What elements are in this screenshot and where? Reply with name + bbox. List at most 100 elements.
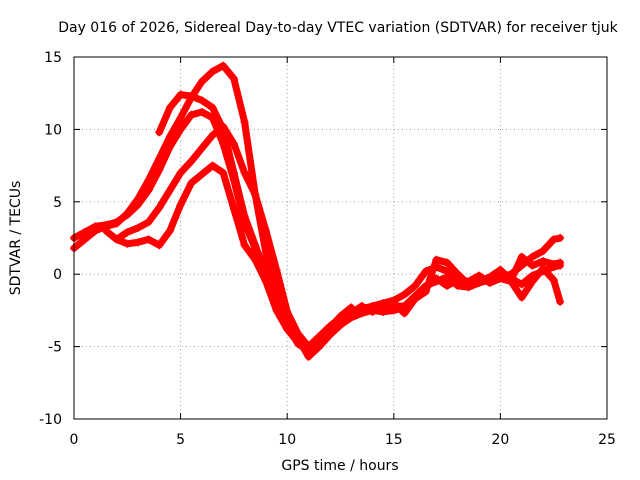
data-point: [528, 261, 537, 270]
x-tick-label: 5: [176, 432, 185, 448]
tick-labels: 0 5 10 15 20 25 -10 -5 0 5 10 15: [39, 50, 616, 448]
data-point: [539, 247, 548, 256]
series-layer: [70, 61, 565, 361]
data-point: [389, 299, 398, 308]
data-point: [176, 113, 185, 122]
data-point: [155, 241, 164, 250]
data-point: [187, 157, 196, 166]
plus-markers: [155, 91, 354, 355]
x-tick-label: 10: [278, 432, 296, 448]
data-point: [208, 67, 217, 76]
series-track-4: [112, 161, 565, 357]
data-point: [485, 273, 494, 282]
data-point: [144, 186, 153, 195]
data-point: [539, 264, 548, 273]
data-point: [411, 294, 420, 303]
data-point: [400, 290, 409, 299]
data-point: [229, 168, 238, 177]
data-point: [539, 257, 548, 266]
data-point: [549, 275, 558, 284]
x-tick-label: 20: [491, 432, 509, 448]
data-point: [336, 312, 345, 321]
y-tick-label: 15: [44, 50, 62, 66]
data-point: [133, 223, 142, 232]
series-band: [102, 123, 564, 351]
grid: [74, 57, 607, 419]
data-point: [517, 280, 526, 289]
data-point: [240, 212, 249, 221]
data-point: [421, 287, 430, 296]
data-point: [155, 203, 164, 212]
series-band: [155, 91, 355, 355]
data-point: [240, 241, 249, 250]
x-axis-label: GPS time / hours: [281, 458, 398, 474]
data-point: [155, 128, 164, 137]
data-point: [368, 307, 377, 316]
data-point: [251, 241, 260, 250]
y-axis-label: SDTVAR / TECUs: [8, 181, 24, 296]
plus-markers: [70, 62, 562, 353]
data-point: [432, 255, 441, 264]
data-point: [197, 77, 206, 86]
data-point: [176, 168, 185, 177]
data-point: [272, 265, 281, 274]
y-tick-label: 0: [53, 267, 62, 283]
data-point: [347, 303, 356, 312]
data-point: [187, 110, 196, 119]
plus-markers: [113, 162, 562, 356]
data-point: [443, 281, 452, 290]
data-point: [325, 323, 334, 332]
data-point: [229, 139, 238, 148]
data-point: [197, 96, 206, 105]
data-point: [357, 302, 366, 311]
data-point: [251, 190, 260, 199]
axis-ticks: [73, 56, 608, 420]
data-point: [443, 258, 452, 267]
data-point: [133, 238, 142, 247]
data-point: [165, 226, 174, 235]
data-point: [80, 228, 89, 237]
data-point: [549, 260, 558, 269]
data-point: [496, 265, 505, 274]
data-point: [240, 168, 249, 177]
data-point: [144, 218, 153, 227]
x-tick-label: 15: [385, 432, 403, 448]
y-tick-label: 5: [53, 195, 62, 211]
data-point: [112, 218, 121, 227]
data-point: [272, 293, 281, 302]
series-track-1: [70, 61, 565, 354]
plus-markers: [102, 123, 563, 351]
plus-markers: [70, 108, 562, 361]
data-point: [517, 252, 526, 261]
data-point: [556, 258, 565, 267]
data-point: [517, 293, 526, 302]
data-point: [219, 125, 228, 134]
data-point: [400, 309, 409, 318]
data-point: [176, 200, 185, 209]
data-point: [219, 168, 228, 177]
data-point: [379, 302, 388, 311]
data-point: [197, 170, 206, 179]
data-point: [464, 280, 473, 289]
data-point: [165, 142, 174, 151]
data-point: [496, 274, 505, 283]
series-track-3: [101, 122, 565, 351]
data-point: [133, 200, 142, 209]
data-point: [293, 339, 302, 348]
data-point: [197, 108, 206, 117]
data-point: [176, 90, 185, 99]
data-point: [528, 277, 537, 286]
data-point: [556, 297, 565, 306]
data-point: [80, 235, 89, 244]
data-point: [283, 320, 292, 329]
data-point: [208, 131, 217, 140]
data-point: [421, 267, 430, 276]
data-point: [549, 235, 558, 244]
plot-frame: [73, 56, 608, 420]
data-point: [229, 74, 238, 83]
data-point: [112, 235, 121, 244]
y-tick-label: 10: [44, 122, 62, 138]
x-tick-label: 0: [70, 432, 79, 448]
data-point: [123, 210, 132, 219]
